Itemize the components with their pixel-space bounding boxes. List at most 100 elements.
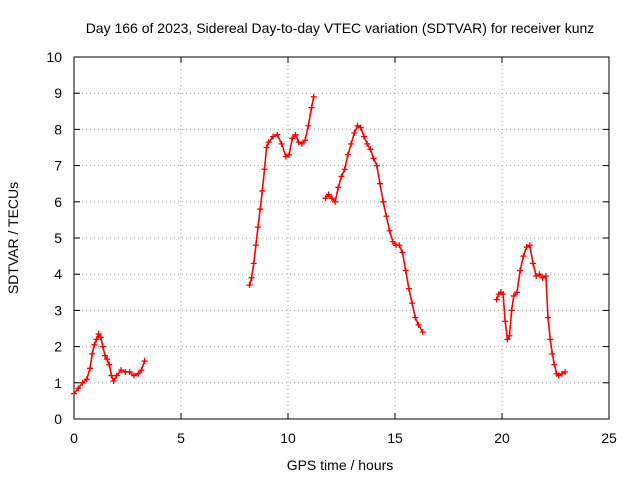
data-point: [533, 273, 540, 280]
data-point: [89, 350, 96, 357]
data-point: [517, 267, 524, 274]
data-point: [135, 370, 142, 377]
data-point: [102, 352, 109, 359]
data-point: [377, 180, 384, 187]
data-point: [526, 242, 533, 249]
data-point: [126, 368, 133, 375]
data-point: [322, 195, 329, 202]
y-tick-label: 0: [54, 411, 62, 427]
data-point: [252, 242, 259, 249]
data-point: [536, 271, 543, 278]
data-point: [274, 131, 281, 138]
data-point: [79, 379, 86, 386]
data-point: [286, 151, 293, 158]
data-point: [257, 206, 264, 213]
chart-title: Day 166 of 2023, Sidereal Day-to-day VTE…: [86, 20, 595, 36]
data-point: [75, 385, 82, 392]
data-point: [265, 139, 272, 146]
data-point: [513, 289, 520, 296]
x-axis-label: GPS time / hours: [287, 457, 394, 473]
data-point: [97, 334, 104, 341]
data-point: [250, 260, 257, 267]
data-point: [415, 321, 422, 328]
data-point: [364, 140, 371, 147]
data-point: [367, 146, 374, 153]
data-point: [493, 296, 500, 303]
data-point: [508, 307, 515, 314]
data-point: [302, 137, 309, 144]
data-point: [386, 227, 393, 234]
axis-ticks: 0 5 10 15 20 25 0 1 2 3 4 5 6 7 8 9 10: [46, 49, 617, 446]
data-point: [370, 155, 377, 162]
data-point: [551, 361, 558, 368]
series-segment-3: [322, 122, 426, 336]
data-point: [412, 314, 419, 321]
data-point: [248, 274, 255, 281]
data-point: [555, 372, 562, 379]
data-point: [545, 314, 552, 321]
data-point: [292, 131, 299, 138]
data-point: [558, 370, 565, 377]
y-tick-label: 4: [54, 266, 62, 282]
y-tick-label: 8: [54, 121, 62, 137]
series-segment-2: [246, 93, 317, 289]
data-point: [295, 139, 302, 146]
data-point: [380, 198, 387, 205]
y-tick-label: 10: [46, 49, 62, 65]
data-point: [305, 122, 312, 129]
data-point: [141, 358, 148, 365]
data-point: [71, 390, 77, 397]
data-point: [335, 184, 342, 191]
y-tick-label: 1: [54, 375, 62, 391]
data-point: [270, 133, 277, 140]
data-point: [261, 166, 268, 173]
series-segment-1: [71, 330, 148, 397]
x-tick-label: 5: [177, 430, 185, 446]
data-point: [118, 367, 125, 374]
data-point: [502, 318, 509, 325]
data-point: [87, 365, 94, 372]
data-point: [263, 144, 270, 151]
data-point: [341, 166, 348, 173]
data-point: [547, 336, 554, 343]
data-point: [530, 260, 537, 267]
data-point: [298, 140, 305, 147]
y-tick-label: 6: [54, 194, 62, 210]
y-tick-label: 7: [54, 158, 62, 174]
data-series: [71, 93, 569, 397]
data-point: [409, 300, 416, 307]
data-point: [289, 135, 296, 142]
data-point: [104, 356, 111, 363]
y-tick-label: 3: [54, 302, 62, 318]
data-point: [332, 198, 339, 205]
x-tick-label: 0: [70, 430, 78, 446]
data-point: [95, 330, 102, 337]
data-point: [383, 213, 390, 220]
data-point: [106, 361, 113, 368]
x-tick-label: 20: [494, 430, 510, 446]
data-point: [93, 336, 100, 343]
data-point: [539, 274, 546, 281]
x-tick-label: 10: [280, 430, 296, 446]
y-axis-label: SDTVAR / TECUs: [5, 182, 21, 294]
data-point: [255, 224, 262, 231]
y-tick-label: 5: [54, 230, 62, 246]
data-point: [246, 282, 253, 289]
grid: [74, 57, 609, 419]
data-point: [510, 292, 517, 299]
data-point: [83, 376, 90, 383]
data-point: [523, 244, 530, 251]
data-point: [310, 93, 317, 100]
data-point: [338, 173, 345, 180]
data-point: [259, 187, 266, 194]
data-point: [325, 191, 332, 198]
data-point: [99, 343, 106, 350]
data-point: [357, 124, 364, 131]
y-tick-label: 9: [54, 85, 62, 101]
data-point: [110, 377, 117, 384]
series-segment-4: [493, 242, 569, 379]
data-point: [402, 267, 409, 274]
data-point: [351, 130, 358, 137]
data-point: [328, 195, 335, 202]
data-point: [542, 273, 549, 280]
